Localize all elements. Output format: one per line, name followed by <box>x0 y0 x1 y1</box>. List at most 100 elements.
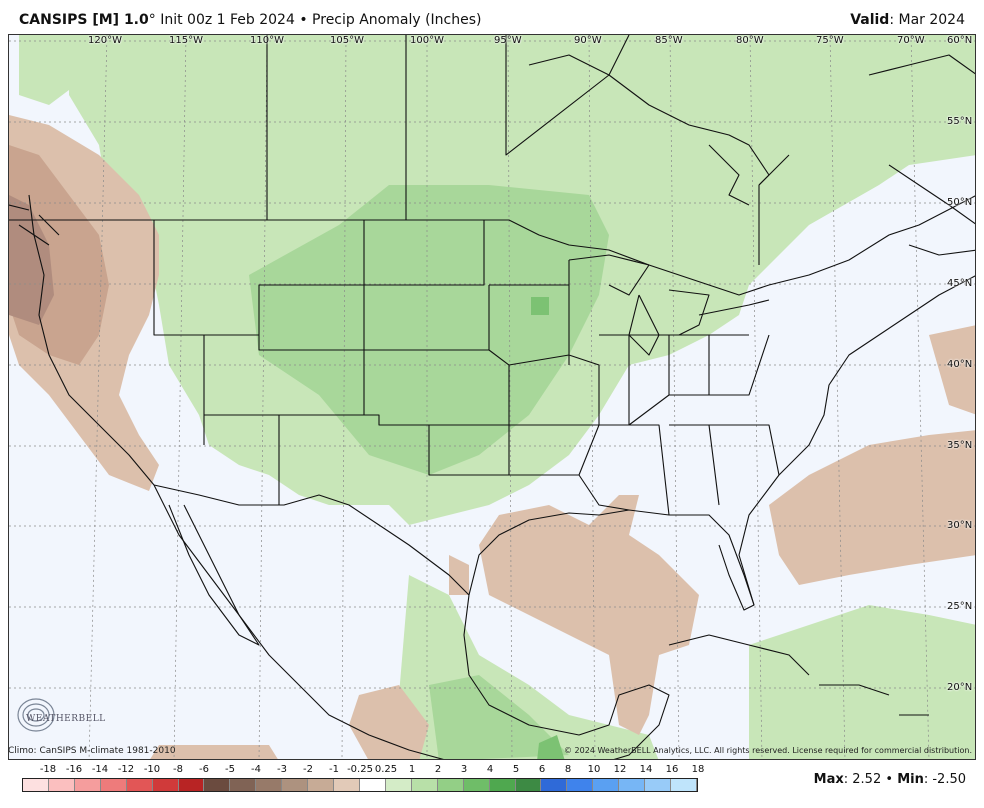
legend-tick-label: 8 <box>564 764 572 775</box>
dry-anomaly-east-atlantic <box>929 325 975 415</box>
legend-tick-label: -0.25 <box>347 764 373 775</box>
lon-label-110w: 110°W <box>250 35 284 46</box>
legend-ticks: -18 -16 -14 -12 -10 -8 -6 -5 -4 -3 -2 -1 -0.25 0.25 1 2… <box>22 764 705 778</box>
legend-swatch <box>671 779 697 791</box>
meridian-90w <box>588 35 596 759</box>
legend-swatch <box>152 779 179 791</box>
legend-tick-label: -1 <box>329 764 339 775</box>
lon-label-95w: 95°W <box>494 35 522 46</box>
political-borders <box>9 35 975 759</box>
dry-anomaly-gulf <box>479 495 699 735</box>
wet-max-south-mexico <box>537 735 565 759</box>
valid-time: Valid: Mar 2024 <box>850 12 965 28</box>
lon-label-80w: 80°W <box>736 35 764 46</box>
legend-tick-label: 18 <box>691 764 705 775</box>
us-mexico-border <box>153 484 470 596</box>
legend-tick-label: -6 <box>199 764 209 775</box>
legend-tick-label: 4 <box>486 764 494 775</box>
dry-anomaly-texas-coast <box>449 555 469 595</box>
lon-label-75w: 75°W <box>816 35 844 46</box>
lat-label-25n: 25°N <box>947 601 973 612</box>
legend-swatch <box>541 779 568 791</box>
lat-label-50n: 50°N <box>947 197 973 208</box>
wet-core-region <box>249 185 609 475</box>
wet-anomaly-caribbean <box>749 605 975 759</box>
lat-label-45n: 45°N <box>947 278 973 289</box>
weatherbell-logo-icon <box>17 698 55 732</box>
meridian-75w <box>829 35 846 759</box>
map-canvas <box>9 35 975 759</box>
legend-tick-label: -12 <box>117 764 135 775</box>
legend-swatch <box>204 779 231 791</box>
legend-tick-label: 5 <box>512 764 520 775</box>
legend-swatch <box>74 779 101 791</box>
meridian-115w <box>173 35 187 759</box>
min-value: -2.50 <box>932 772 966 787</box>
legend-swatch <box>515 779 542 791</box>
copyright-note: © 2024 WeatherBELL Analytics, LLC. All r… <box>564 746 972 755</box>
legend-swatch <box>593 779 620 791</box>
max-label: Max <box>813 772 844 787</box>
valid-label: Valid <box>850 12 890 28</box>
meridian-80w <box>749 35 763 759</box>
legend-swatch <box>178 779 205 791</box>
lat-label-30n: 30°N <box>947 520 973 531</box>
legend-tick-label: 0.25 <box>374 764 398 775</box>
legend-swatch <box>567 779 594 791</box>
pacific-northwest-coast <box>9 204 60 246</box>
us-state-lines <box>153 220 780 516</box>
legend-swatch <box>308 779 335 791</box>
lat-label-35n: 35°N <box>947 440 973 451</box>
legend-colorbar <box>22 778 698 792</box>
lat-label-60n: 60°N <box>947 35 973 46</box>
legend-swatch <box>619 779 646 791</box>
legend-swatch <box>437 779 464 791</box>
lat-label-20n: 20°N <box>947 682 973 693</box>
wet-max-cell <box>531 297 549 315</box>
init-time: Init 00z 1 Feb 2024 <box>160 12 295 28</box>
lat-label-55n: 55°N <box>947 116 973 127</box>
lon-label-100w: 100°W <box>410 35 444 46</box>
us-west-coast <box>28 194 155 486</box>
legend-tick-label: 1 <box>408 764 416 775</box>
legend-tick-label: 12 <box>613 764 627 775</box>
legend-tick-label: -10 <box>143 764 161 775</box>
climo-note: Climo: CanSIPS M-climate 1981-2010 <box>8 746 176 756</box>
baja-peninsula <box>168 504 260 646</box>
legend-swatch <box>645 779 672 791</box>
legend-swatch <box>256 779 283 791</box>
max-value: 2.52 <box>852 772 882 787</box>
lon-label-90w: 90°W <box>574 35 602 46</box>
dry-anomaly-south-pacific <box>150 745 278 759</box>
meridian-105w <box>341 35 347 759</box>
valid-value: : Mar 2024 <box>889 12 965 28</box>
max-min-stats: Max: 2.52 • Min: -2.50 <box>813 772 966 787</box>
chart-header: CANSIPS [M] 1.0° Init 00z 1 Feb 2024 • P… <box>0 0 984 34</box>
canada-province-lines <box>266 35 790 265</box>
legend-swatch <box>489 779 516 791</box>
legend-tick-label: -2 <box>303 764 313 775</box>
logo-text: WEATHERBELL <box>26 714 106 724</box>
legend-swatch <box>359 779 386 791</box>
wet-anomaly-west <box>19 35 129 105</box>
legend-swatch <box>48 779 75 791</box>
legend-tick-label: -14 <box>91 764 109 775</box>
wet-core-south-mexico <box>429 675 569 759</box>
map-panel: 120°W 115°W 110°W 105°W 100°W 95°W 90°W … <box>8 34 976 760</box>
color-legend: -18 -16 -14 -12 -10 -8 -6 -5 -4 -3 -2 -1 -0.25 0.25 1 2… <box>22 764 705 794</box>
dry-anomaly-pacific-mexico <box>349 685 429 759</box>
great-lakes <box>568 254 770 356</box>
lon-label-70w: 70°W <box>897 35 925 46</box>
lat-label-40n: 40°N <box>947 359 973 370</box>
legend-tick-label: -4 <box>251 764 261 775</box>
legend-swatch <box>100 779 127 791</box>
legend-tick-label: -16 <box>65 764 83 775</box>
legend-tick-label: -3 <box>277 764 287 775</box>
lon-label-115w: 115°W <box>169 35 203 46</box>
canada-east-coast <box>868 54 975 256</box>
lon-label-105w: 105°W <box>330 35 364 46</box>
meridian-110w <box>258 35 268 759</box>
meridian-120w <box>88 35 108 759</box>
legend-swatch <box>411 779 438 791</box>
dry-dark-west-coast <box>9 195 54 325</box>
